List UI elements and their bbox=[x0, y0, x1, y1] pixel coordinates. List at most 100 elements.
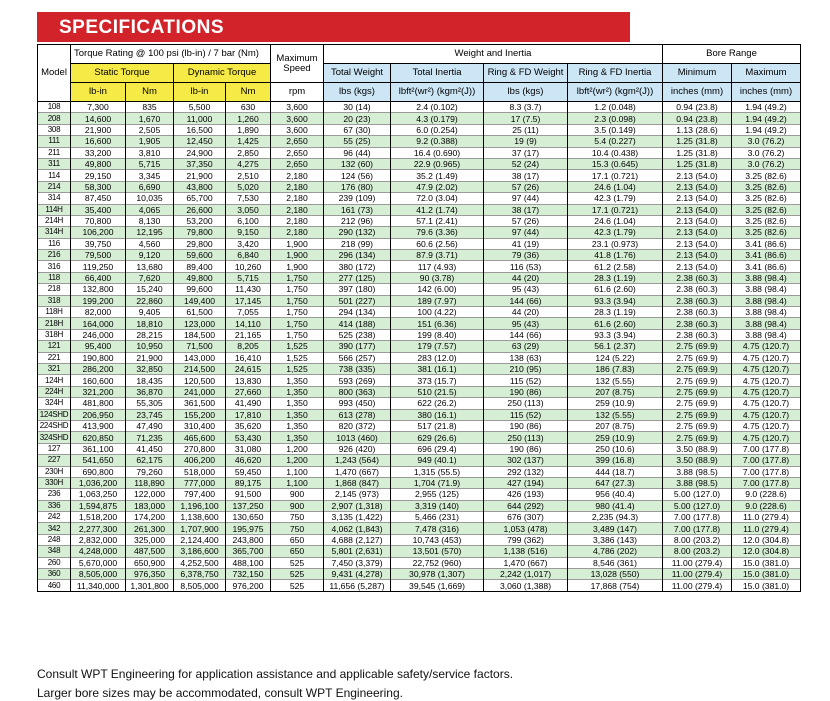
table-row: 124H 160,600 18,435 120,500 13,830 1,350 593 (… bbox=[37, 374, 802, 387]
value-cell: 2,180 bbox=[270, 169, 324, 182]
value-cell: 6,100 bbox=[225, 214, 271, 227]
value-cell: 9.0 (228.6) bbox=[730, 499, 802, 512]
value-cell: 1,470 (667) bbox=[323, 465, 391, 478]
value-cell: 2.13 (54.0) bbox=[662, 249, 732, 261]
value-cell: 2.13 (54.0) bbox=[662, 169, 732, 182]
value-cell: 487,500 bbox=[125, 545, 174, 558]
value-cell: 22.9 (0.965) bbox=[390, 157, 484, 170]
value-cell: 11,430 bbox=[225, 283, 271, 296]
value-cell: 239 (109) bbox=[323, 192, 391, 205]
model-cell: 216 bbox=[37, 249, 71, 261]
value-cell: 3.50 (88.9) bbox=[662, 454, 732, 466]
value-cell: 164,000 bbox=[70, 317, 126, 330]
value-cell: 3.0 (76.2) bbox=[730, 157, 802, 170]
value-cell: 373 (15.7) bbox=[390, 374, 484, 387]
table-row: 248 2,832,000 325,000 2,124,400 243,800 650 4,… bbox=[37, 533, 802, 546]
value-cell: 8,505,000 bbox=[173, 579, 226, 592]
table-row: 314H 106,200 12,195 79,800 9,150 2,180 290 (13… bbox=[37, 226, 802, 239]
table-row: 114 29,150 3,345 21,900 2,510 2,180 124 (56) 35… bbox=[37, 169, 802, 182]
value-cell: 1,260 bbox=[225, 112, 271, 125]
value-cell: 67 (30) bbox=[323, 123, 391, 136]
value-cell: 2,277,300 bbox=[70, 522, 126, 535]
value-cell: 2,180 bbox=[270, 214, 324, 227]
value-cell: 270,800 bbox=[173, 442, 226, 455]
value-cell: 144 (66) bbox=[483, 294, 568, 307]
value-cell: 14,110 bbox=[225, 317, 271, 330]
value-cell: 2.38 (60.3) bbox=[662, 283, 732, 296]
value-cell: 294 (134) bbox=[323, 306, 391, 318]
model-cell: 214H bbox=[37, 214, 71, 227]
value-cell: 99,600 bbox=[173, 283, 226, 296]
value-cell: 261,300 bbox=[125, 522, 174, 535]
value-cell: 71,235 bbox=[125, 431, 174, 444]
value-cell: 399 (16.8) bbox=[567, 454, 663, 466]
value-cell: 2.75 (69.9) bbox=[662, 419, 732, 432]
value-cell: 23,745 bbox=[125, 408, 174, 421]
value-cell: 501 (227) bbox=[323, 294, 391, 307]
value-cell: 29,800 bbox=[173, 237, 226, 250]
value-cell: 517 (21.8) bbox=[390, 419, 484, 432]
value-cell: 52 (24) bbox=[483, 157, 568, 170]
value-cell: 3,420 bbox=[225, 237, 271, 250]
value-cell: 2.38 (60.3) bbox=[662, 317, 732, 330]
header-cell: Maximum bbox=[730, 63, 802, 83]
value-cell: 2,505 bbox=[125, 123, 174, 136]
value-cell: 44 (20) bbox=[483, 271, 568, 284]
value-cell: 2.75 (69.9) bbox=[662, 340, 732, 353]
value-cell: 3,060 (1,388) bbox=[483, 579, 568, 592]
unit-cell: lb-in bbox=[173, 82, 226, 102]
value-cell: 21,900 bbox=[173, 169, 226, 182]
model-cell: 127 bbox=[37, 442, 71, 455]
value-cell: 82,000 bbox=[70, 306, 126, 318]
header-cell: Ring & FD Weight bbox=[483, 63, 568, 83]
value-cell: 5,500 bbox=[173, 100, 226, 113]
value-cell: 57 (26) bbox=[483, 214, 568, 227]
value-cell: 286,200 bbox=[70, 362, 126, 375]
value-cell: 5.00 (127.0) bbox=[662, 499, 732, 512]
value-cell: 976,200 bbox=[225, 579, 271, 592]
value-cell: 16,410 bbox=[225, 351, 271, 364]
model-cell: 224H bbox=[37, 385, 71, 398]
table-row: 236 1,063,250 122,000 797,400 91,500 900 2,145… bbox=[37, 488, 802, 501]
table-row: 227 541,650 62,175 406,200 46,620 1,200 1,243 … bbox=[37, 454, 802, 466]
table-row: 224H 321,200 36,870 241,000 27,660 1,350 800 (… bbox=[37, 385, 802, 398]
value-cell: 1,594,875 bbox=[70, 499, 126, 512]
value-cell: 4,560 bbox=[125, 237, 174, 250]
value-cell: 7.00 (177.8) bbox=[730, 465, 802, 478]
value-cell: 302 (137) bbox=[483, 454, 568, 466]
value-cell: 696 (29.4) bbox=[390, 442, 484, 455]
value-cell: 35.2 (1.49) bbox=[390, 169, 484, 182]
value-cell: 6.0 (0.254) bbox=[390, 123, 484, 136]
value-cell: 3.25 (82.6) bbox=[730, 180, 802, 193]
value-cell: 4,248,000 bbox=[70, 545, 126, 558]
title-banner: SPECIFICATIONS bbox=[37, 12, 630, 42]
value-cell: 8.00 (203.2) bbox=[662, 545, 732, 558]
value-cell: 1,750 bbox=[270, 306, 324, 318]
value-cell: 2,650 bbox=[270, 135, 324, 148]
table-row: 360 8,505,000 976,350 6,378,750 732,150 525 9,… bbox=[37, 567, 802, 580]
value-cell: 199 (8.40) bbox=[390, 328, 484, 341]
value-cell: 361,100 bbox=[70, 442, 126, 455]
value-cell: 2.13 (54.0) bbox=[662, 260, 732, 273]
value-cell: 11.00 (279.4) bbox=[662, 556, 732, 569]
value-cell: 71,500 bbox=[173, 340, 226, 353]
value-cell: 676 (307) bbox=[483, 511, 568, 523]
footnote: Larger bore sizes may be accommodated, c… bbox=[37, 686, 403, 700]
value-cell: 321,200 bbox=[70, 385, 126, 398]
value-cell: 690,800 bbox=[70, 465, 126, 478]
value-cell: 1,470 (667) bbox=[483, 556, 568, 569]
table-row: 116 39,750 4,560 29,800 3,420 1,900 218 (99) 60… bbox=[37, 237, 802, 250]
value-cell: 179 (7.57) bbox=[390, 340, 484, 353]
table-row: 336 1,594,875 183,000 1,196,100 137,250 900 2,… bbox=[37, 499, 802, 512]
table-row: 211 33,200 3,810 24,900 2,850 2,650 96 (44) 16.… bbox=[37, 146, 802, 159]
value-cell: 5.4 (0.227) bbox=[567, 135, 663, 148]
unit-cell: rpm bbox=[270, 82, 324, 102]
value-cell: 106,200 bbox=[70, 226, 126, 239]
unit-cell: lbft²(wr²) (kgm²(J)) bbox=[567, 82, 663, 102]
table-row: 260 5,670,000 650,900 4,252,500 488,100 525 7,… bbox=[37, 556, 802, 569]
value-cell: 3.41 (86.6) bbox=[730, 249, 802, 261]
value-cell: 37,350 bbox=[173, 157, 226, 170]
table-row: 318H 246,000 28,215 184,500 21,165 1,750 525 (… bbox=[37, 328, 802, 341]
value-cell: 3.88 (98.4) bbox=[730, 317, 802, 330]
